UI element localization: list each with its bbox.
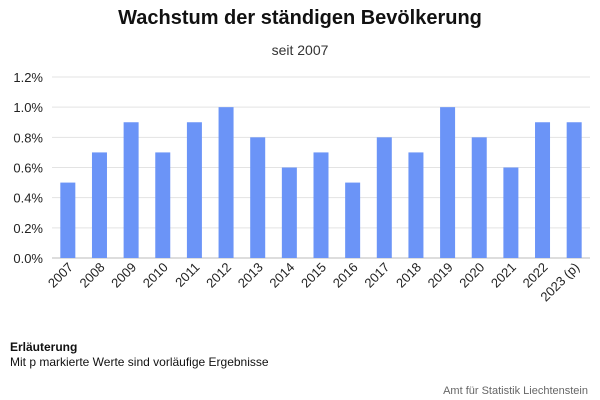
bar-2015: [313, 152, 329, 258]
chart-title: Wachstum der ständigen Bevölkerung: [118, 7, 482, 29]
x-tick-label: 2019: [425, 260, 456, 291]
bar-2011: [186, 122, 202, 258]
x-tick-label: 2017: [361, 260, 392, 291]
bar-2022: [535, 122, 551, 258]
bar-2020: [471, 137, 487, 258]
bar-2012: [218, 107, 234, 259]
source-label: Amt für Statistik Liechtenstein: [443, 385, 588, 397]
x-axis-ticks: 2007 2008 2009 2010 2011 2012 2013 2014 2015 2016…: [45, 260, 582, 305]
bar-2008: [91, 152, 107, 258]
y-tick-label: 1.0%: [13, 100, 43, 115]
bar-2009: [123, 122, 139, 258]
x-tick-label: 2010: [140, 260, 171, 291]
bar-2007: [60, 182, 76, 258]
y-tick-label: 0.4%: [13, 191, 43, 206]
bar-2021: [503, 167, 519, 258]
x-tick-label: 2014: [266, 260, 297, 291]
x-tick-label: 2020: [456, 260, 487, 291]
y-axis-ticks: 0.0% 0.2% 0.4% 0.6% 0.8% 1.0% 1.2%: [13, 70, 43, 266]
bar-2017: [376, 137, 392, 258]
x-tick-label: 2009: [108, 260, 139, 291]
bar-2019: [440, 107, 456, 259]
x-tick-label: 2021: [488, 260, 519, 291]
bar-2010: [155, 152, 171, 258]
chart-subtitle: seit 2007: [271, 42, 329, 58]
note-text: Mit p markierte Werte sind vorläufige Er…: [10, 355, 269, 369]
y-tick-label: 0.2%: [13, 221, 43, 236]
bar-2016: [345, 182, 361, 258]
x-tick-label: 2008: [77, 260, 108, 291]
x-tick-label: 2013: [235, 260, 266, 291]
x-tick-label: 2007: [45, 260, 76, 291]
bar-chart: 0.0% 0.2% 0.4% 0.6% 0.8% 1.0% 1.2% 2007 2008 200…: [13, 70, 590, 305]
bars: [60, 107, 582, 259]
x-tick-label: 2015: [298, 260, 329, 291]
x-tick-label: 2012: [203, 260, 234, 291]
bar-2023p: [566, 122, 582, 258]
bar-2018: [408, 152, 424, 258]
x-tick-label: 2018: [393, 260, 424, 291]
bar-2013: [250, 137, 266, 258]
y-tick-label: 0.6%: [13, 161, 43, 176]
bar-2014: [281, 167, 297, 258]
note-title: Erläuterung: [10, 340, 78, 354]
x-tick-label: 2011: [172, 260, 202, 290]
y-tick-label: 0.0%: [13, 251, 43, 266]
y-tick-label: 1.2%: [13, 70, 43, 85]
gridlines: [52, 76, 590, 259]
x-tick-label: 2016: [330, 260, 361, 291]
y-tick-label: 0.8%: [13, 130, 43, 145]
